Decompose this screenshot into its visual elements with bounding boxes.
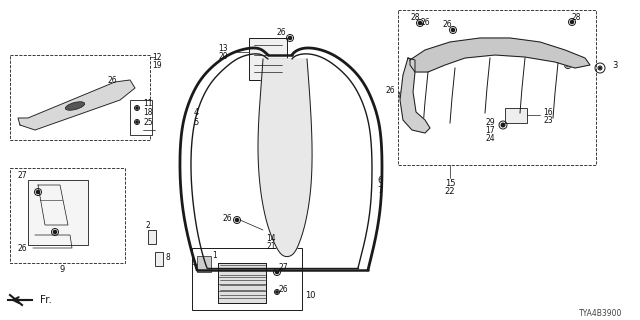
Circle shape xyxy=(276,291,278,293)
Bar xyxy=(130,100,152,135)
Circle shape xyxy=(401,93,405,97)
Polygon shape xyxy=(18,80,135,130)
Bar xyxy=(10,55,150,140)
Text: 10: 10 xyxy=(305,291,316,300)
Text: 17: 17 xyxy=(485,125,495,134)
Text: 26: 26 xyxy=(17,244,27,252)
Circle shape xyxy=(501,123,505,127)
Polygon shape xyxy=(258,59,312,257)
Text: 16: 16 xyxy=(543,108,553,116)
Bar xyxy=(28,180,88,245)
Circle shape xyxy=(102,97,104,99)
Text: 1: 1 xyxy=(212,252,218,260)
Text: 14: 14 xyxy=(266,234,276,243)
Text: 27: 27 xyxy=(278,263,288,273)
Bar xyxy=(249,38,287,80)
Text: 26: 26 xyxy=(222,213,232,222)
Text: 15: 15 xyxy=(445,179,455,188)
Text: TYA4B3900: TYA4B3900 xyxy=(579,308,622,317)
Text: 26: 26 xyxy=(385,85,395,94)
Text: 12: 12 xyxy=(152,52,161,61)
Text: 8: 8 xyxy=(166,252,170,261)
Bar xyxy=(398,10,596,165)
Text: 27: 27 xyxy=(17,171,27,180)
Bar xyxy=(505,108,527,123)
Bar xyxy=(155,252,163,266)
Bar xyxy=(218,263,266,303)
Text: 6: 6 xyxy=(378,175,383,185)
Text: 20: 20 xyxy=(218,52,228,60)
Text: 2: 2 xyxy=(146,220,150,229)
Text: 26: 26 xyxy=(420,18,430,27)
Circle shape xyxy=(121,86,124,88)
Circle shape xyxy=(419,21,422,25)
Text: 4: 4 xyxy=(193,108,198,116)
Text: 28: 28 xyxy=(410,12,420,21)
Text: 13: 13 xyxy=(218,44,228,52)
Text: 21: 21 xyxy=(266,242,276,251)
Text: 9: 9 xyxy=(60,266,65,275)
Text: 7: 7 xyxy=(378,186,383,195)
Circle shape xyxy=(570,20,573,24)
Bar xyxy=(148,230,156,244)
Text: 3: 3 xyxy=(612,60,618,69)
Text: 23: 23 xyxy=(543,116,553,124)
Circle shape xyxy=(136,107,138,109)
Text: 26: 26 xyxy=(107,76,117,84)
Text: 19: 19 xyxy=(152,60,162,69)
Text: 18: 18 xyxy=(143,108,153,116)
Circle shape xyxy=(136,121,138,123)
Text: 26: 26 xyxy=(278,285,288,294)
Text: 28: 28 xyxy=(572,12,580,21)
Text: Fr.: Fr. xyxy=(40,295,52,305)
Text: 29: 29 xyxy=(485,117,495,126)
Text: 22: 22 xyxy=(445,187,455,196)
Text: 26: 26 xyxy=(442,20,452,28)
Circle shape xyxy=(566,63,570,67)
Bar xyxy=(10,168,125,263)
Ellipse shape xyxy=(65,102,84,110)
Circle shape xyxy=(36,190,40,194)
Text: 5: 5 xyxy=(193,117,198,126)
Text: 25: 25 xyxy=(143,117,153,126)
Polygon shape xyxy=(410,38,590,72)
Circle shape xyxy=(236,219,239,221)
Text: 11: 11 xyxy=(143,99,153,108)
Circle shape xyxy=(451,28,454,32)
Bar xyxy=(192,248,302,310)
Circle shape xyxy=(289,36,292,40)
Polygon shape xyxy=(400,58,430,133)
Bar xyxy=(197,256,211,272)
Text: 24: 24 xyxy=(485,133,495,142)
Text: 26: 26 xyxy=(276,28,286,36)
Circle shape xyxy=(599,67,601,69)
Circle shape xyxy=(275,270,278,274)
Circle shape xyxy=(53,230,56,234)
